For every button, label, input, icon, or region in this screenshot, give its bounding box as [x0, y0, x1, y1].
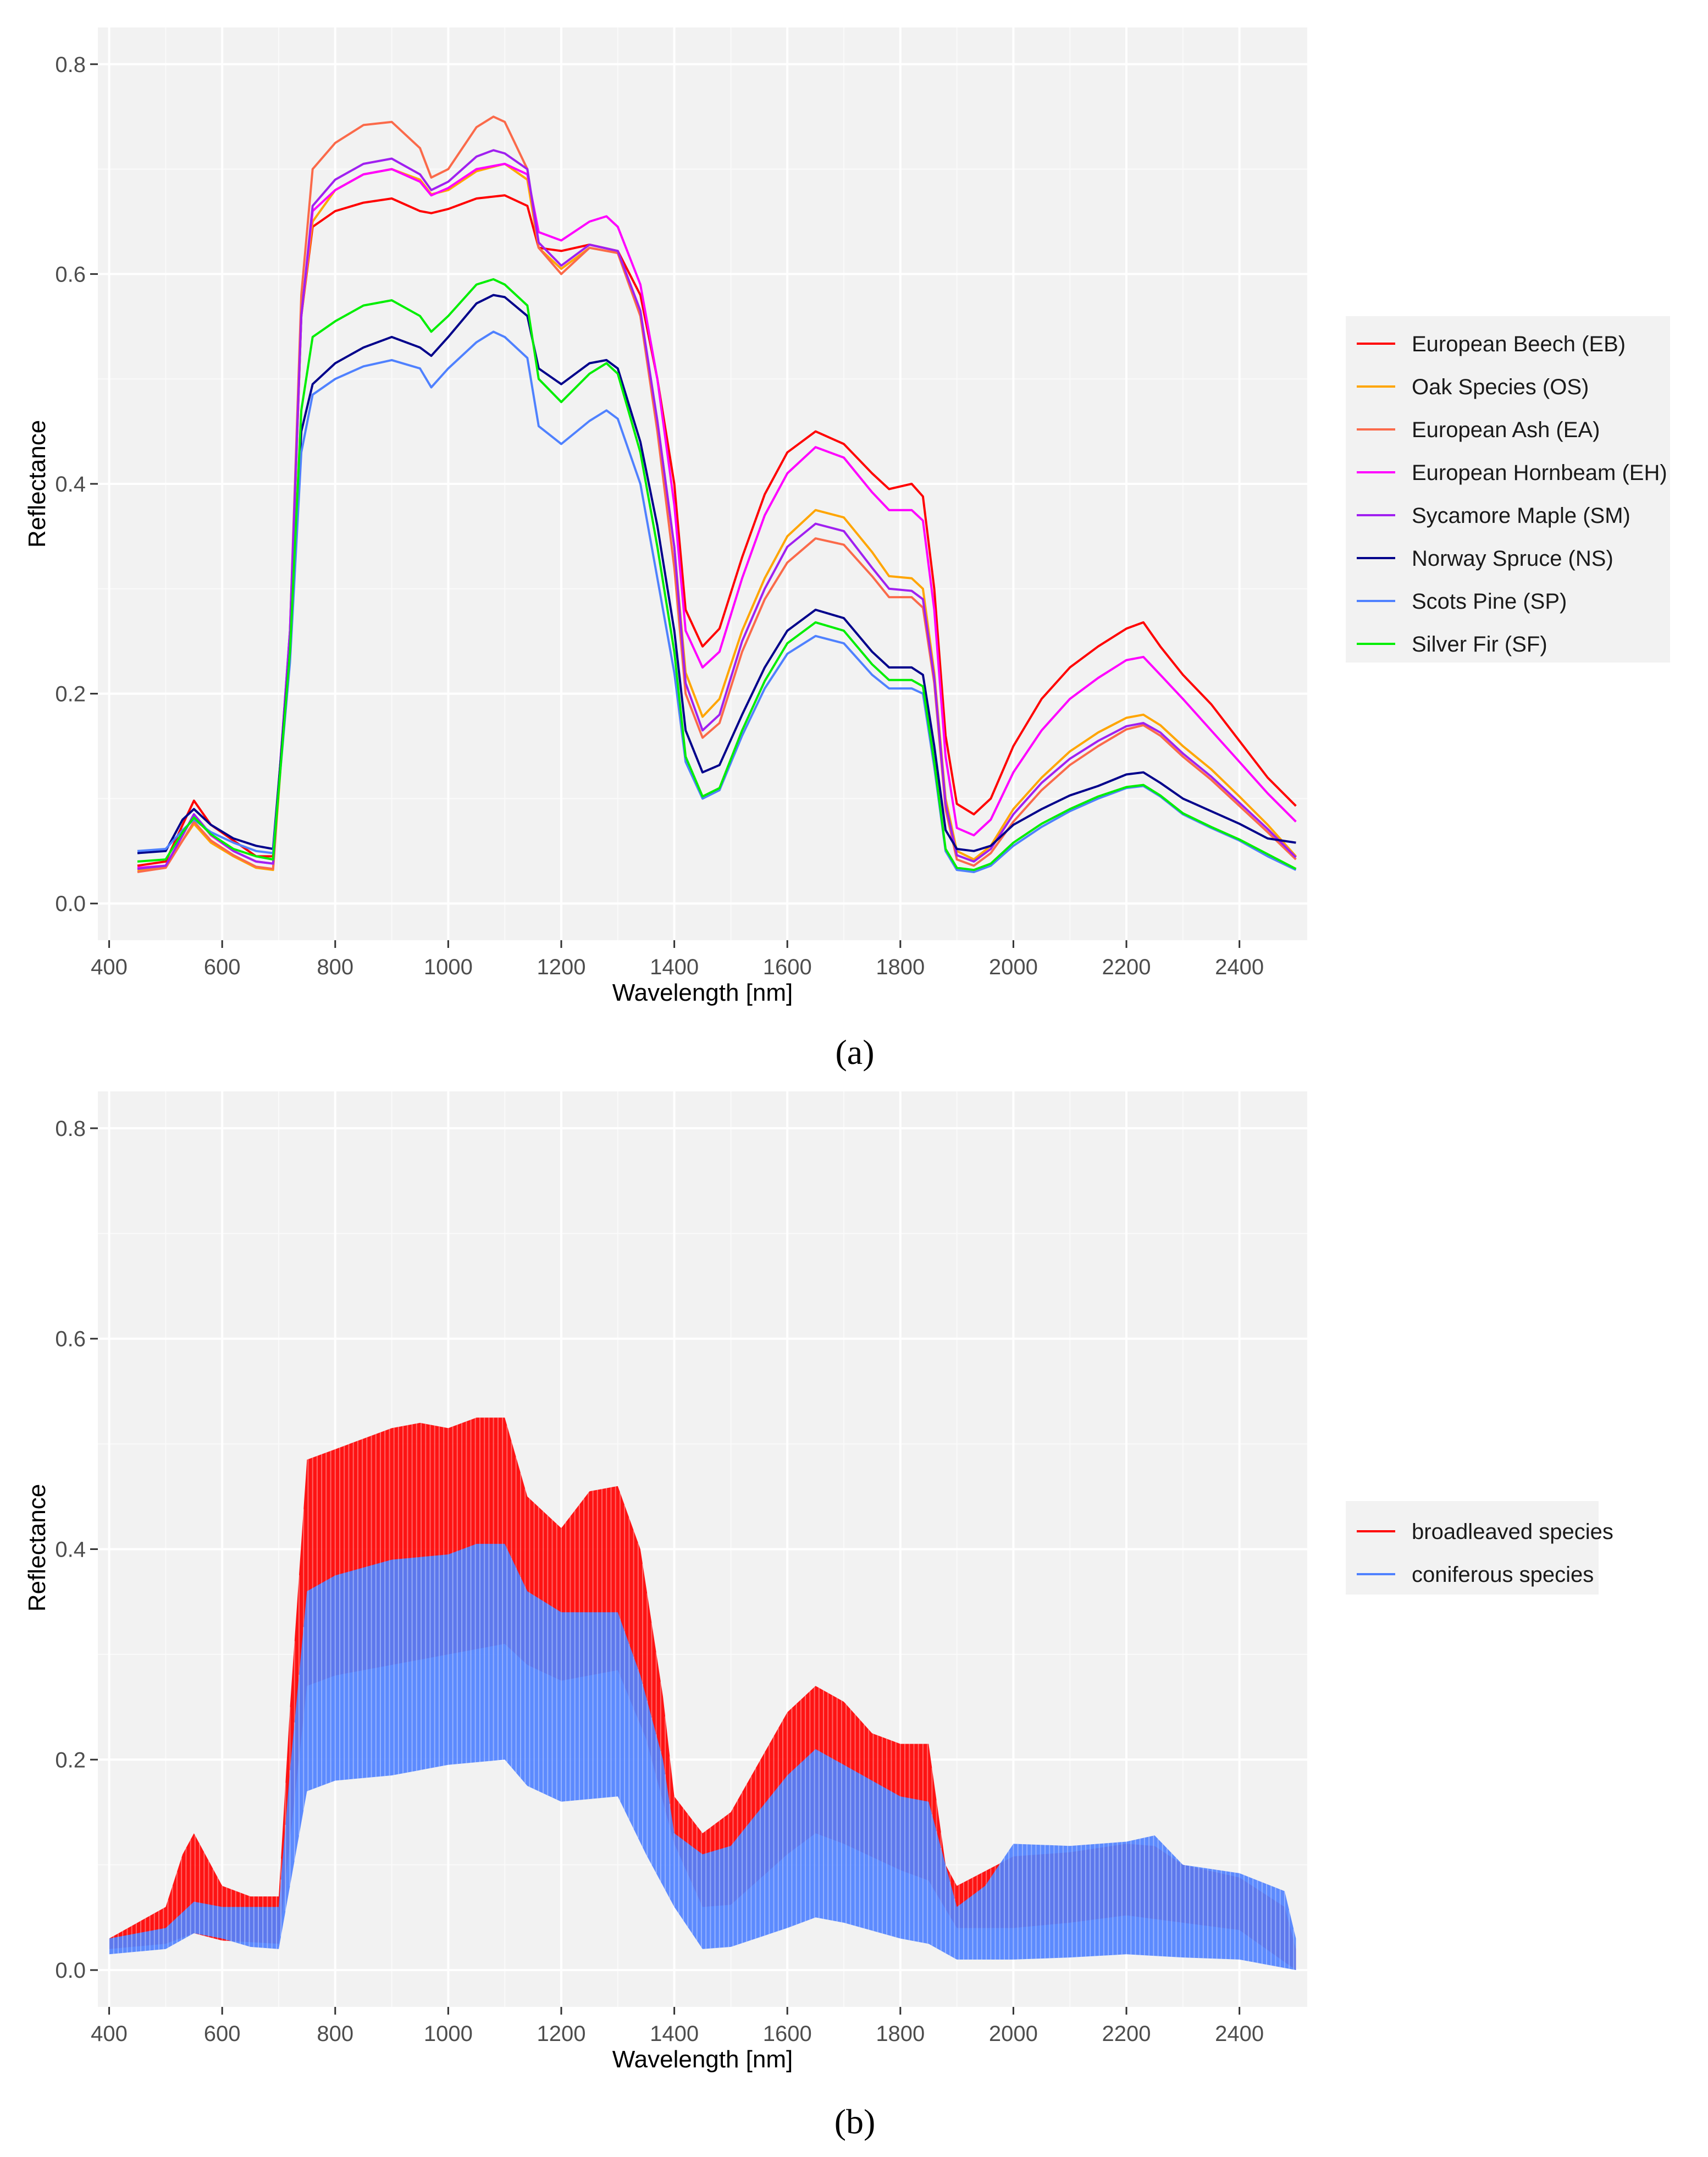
legend-box [1346, 1501, 1599, 1595]
series-line-7 [137, 278, 1297, 871]
legend: European Beech (EB) Oak Species (OS) Europ… [1357, 332, 1667, 657]
legend-label-6: Scots Pine (SP) [1412, 589, 1567, 614]
x-tick-label: 1000 [424, 955, 473, 979]
series-hatch-1 [108, 1543, 1295, 1970]
x-axis-ticks: 400 600 800 1000 1200 1400 1600 1800 2000 2200 240… [91, 940, 1264, 979]
series-line-5 [137, 294, 1296, 854]
series-line-4 [137, 149, 1297, 870]
legend-label-1: coniferous species [1412, 1563, 1594, 1587]
x-tick-label: 1400 [650, 2022, 699, 2046]
x-tick-label: 2200 [1102, 2022, 1151, 2046]
x-axis-label: Wavelength [nm] [612, 2046, 793, 2073]
legend-label-1: Oak Species (OS) [1412, 375, 1589, 399]
y-tick-label: 0.6 [55, 262, 86, 286]
legend-label-4: Sycamore Maple (SM) [1412, 504, 1630, 528]
x-tick-label: 2200 [1102, 955, 1151, 979]
y-tick-label: 0.0 [55, 1959, 86, 1983]
y-tick-label: 0.2 [55, 682, 86, 707]
legend: broadleaved species coniferous species [1357, 1520, 1613, 1587]
series-band-0 [109, 1417, 1296, 1970]
x-tick-label: 1600 [763, 955, 812, 979]
y-axis-label: Reflectance [24, 1484, 51, 1612]
x-tick-label: 1800 [876, 955, 925, 979]
x-tick-label: 400 [91, 2022, 128, 2046]
y-axis-ticks: 0.0 0.2 0.4 0.6 0.8 [55, 53, 98, 916]
x-tick-label: 400 [91, 955, 128, 979]
legend-label-7: Silver Fir (SF) [1412, 632, 1547, 657]
y-tick-label: 0.0 [55, 892, 86, 916]
y-axis-label: Reflectance [24, 420, 51, 548]
panel-caption: (a) [835, 1033, 874, 1072]
panel-b: 400 600 800 1000 1200 1400 1600 1800 2000 2200 240… [24, 1091, 1613, 2141]
grid-lines [98, 27, 1307, 940]
series-band-1 [109, 1543, 1296, 1970]
y-axis-ticks: 0.0 0.2 0.4 0.6 0.8 [55, 1117, 98, 1983]
x-tick-label: 800 [317, 955, 353, 979]
x-tick-label: 2400 [1215, 2022, 1264, 2046]
x-tick-label: 2400 [1215, 955, 1264, 979]
series-line-6 [137, 330, 1297, 873]
y-tick-label: 0.8 [55, 1117, 86, 1141]
y-tick-label: 0.8 [55, 53, 86, 77]
x-tick-label: 2000 [989, 955, 1038, 979]
series-bands [108, 1417, 1296, 1970]
panel-a: 400 600 800 1000 1200 1400 1600 1800 2000 2200 240… [24, 27, 1670, 1072]
legend-label-0: European Beech (EB) [1412, 332, 1626, 356]
x-tick-label: 1600 [763, 2022, 812, 2046]
x-tick-label: 1800 [876, 2022, 925, 2046]
legend-label-0: broadleaved species [1412, 1520, 1613, 1544]
x-tick-label: 800 [317, 2022, 353, 2046]
series-line-2 [137, 115, 1297, 873]
series-lines [137, 115, 1297, 873]
legend-label-2: European Ash (EA) [1412, 418, 1600, 442]
x-tick-label: 1200 [537, 2022, 585, 2046]
x-tick-label: 1400 [650, 955, 699, 979]
panel-caption: (b) [834, 2102, 876, 2141]
legend-label-5: Norway Spruce (NS) [1412, 547, 1613, 571]
x-tick-label: 600 [204, 2022, 241, 2046]
x-tick-label: 1200 [537, 955, 585, 979]
legend-label-3: European Hornbeam (EH) [1412, 461, 1667, 485]
y-tick-label: 0.6 [55, 1327, 86, 1351]
x-axis-ticks: 400 600 800 1000 1200 1400 1600 1800 2000 2200 240… [91, 2007, 1264, 2046]
y-tick-label: 0.4 [55, 1538, 86, 1562]
legend-box [1346, 316, 1670, 663]
y-tick-label: 0.4 [55, 472, 86, 497]
y-tick-label: 0.2 [55, 1748, 86, 1772]
x-tick-label: 1000 [424, 2022, 473, 2046]
x-axis-label: Wavelength [nm] [612, 979, 793, 1006]
x-tick-label: 2000 [989, 2022, 1038, 2046]
x-tick-label: 600 [204, 955, 241, 979]
